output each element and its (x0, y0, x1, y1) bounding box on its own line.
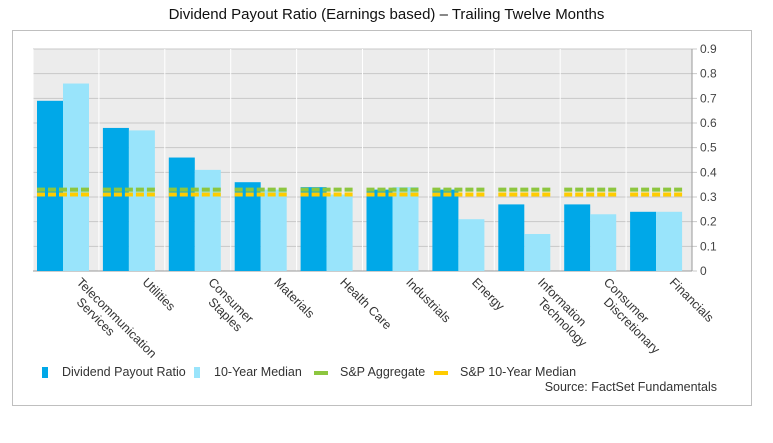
legend-label-sp-aggregate: S&P Aggregate (340, 365, 426, 379)
source-note: Source: FactSet Fundamentals (544, 380, 717, 394)
x-tick-label: Health Care (337, 275, 394, 332)
bar-payout-ratio (630, 211, 657, 271)
x-tick-label: Financials (667, 275, 717, 325)
legend-swatch-sp-median (434, 371, 448, 375)
legend-swatch-sp-aggregate (314, 371, 328, 375)
y-tick-label: 0.3 (700, 190, 717, 204)
bar-payout-ratio (37, 100, 63, 271)
x-tick-label: InformationTechnology (525, 275, 600, 350)
bar-10yr-median (260, 189, 287, 271)
bar-payout-ratio (300, 187, 327, 271)
bar-payout-ratio (234, 182, 261, 271)
x-tick-label: Industrials (403, 275, 453, 325)
bar-payout-ratio (564, 204, 591, 271)
legend-swatch-median (194, 367, 200, 378)
bar-10yr-median (524, 234, 551, 271)
bar-payout-ratio (366, 189, 393, 271)
bar-10yr-median (194, 169, 221, 271)
y-tick-label: 0.2 (700, 215, 717, 229)
y-tick-label: 0.1 (700, 239, 717, 253)
y-tick-label: 0.5 (700, 141, 717, 155)
legend-swatch-payout (42, 367, 48, 378)
x-tick-label-line: Materials (271, 275, 317, 321)
y-tick-label: 0.4 (700, 165, 717, 179)
y-tick-label: 0.7 (700, 91, 717, 105)
x-tick-label: Utilities (140, 275, 178, 313)
bar-payout-ratio (168, 157, 195, 271)
x-tick-label: ConsumerDiscretionary (591, 275, 673, 357)
y-tick-label: 0.8 (700, 67, 717, 81)
bar-10yr-median (326, 194, 353, 271)
bar-10yr-median (656, 211, 683, 271)
chart-title: Dividend Payout Ratio (Earnings based) –… (168, 6, 605, 23)
legend-label-median: 10-Year Median (214, 365, 302, 379)
bar-10yr-median (458, 219, 485, 271)
x-tick-label: ConsumerStaples (196, 275, 257, 336)
x-tick-label-line: Energy (469, 275, 507, 313)
x-tick-label-line: Financials (667, 275, 717, 325)
legend-label-sp-median: S&P 10-Year Median (460, 365, 577, 379)
bar-payout-ratio (498, 204, 525, 271)
y-tick-label: 0 (700, 264, 707, 278)
bar-payout-ratio (102, 127, 129, 271)
bar-payout-ratio (432, 189, 459, 271)
bar-10yr-median (63, 83, 89, 272)
bar-10yr-median (128, 130, 155, 271)
y-tick-label: 0.9 (700, 42, 717, 56)
x-tick-label: Materials (271, 275, 317, 321)
x-tick-label-line: Health Care (337, 275, 394, 332)
y-tick-label: 0.6 (700, 116, 717, 130)
legend-label-payout: Dividend Payout Ratio (62, 365, 186, 379)
bar-10yr-median (392, 187, 419, 271)
x-tick-label-line: Industrials (403, 275, 453, 325)
x-tick-label-line: Utilities (140, 275, 178, 313)
bar-10yr-median (590, 214, 617, 271)
x-tick-label: Energy (469, 275, 507, 313)
